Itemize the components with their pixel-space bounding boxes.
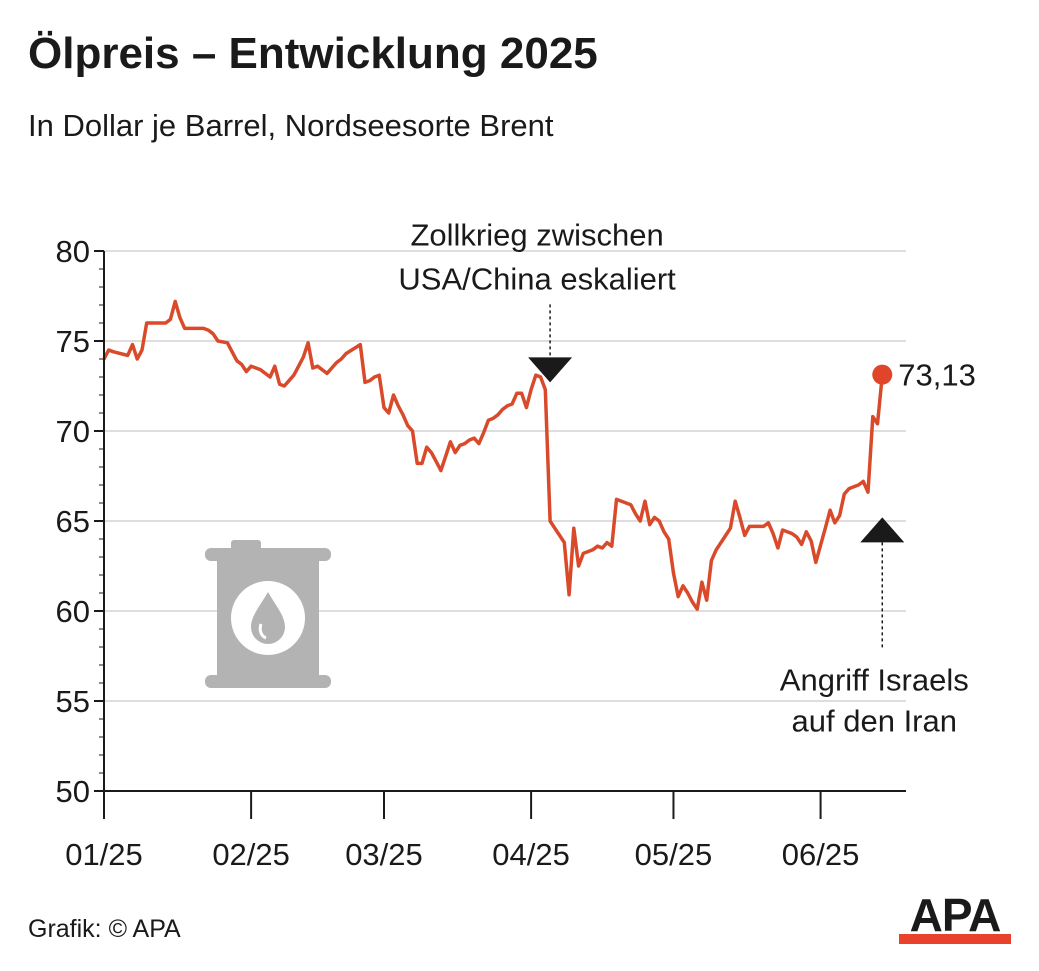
x-tick-label-03/25: 03/25 <box>345 837 423 872</box>
annotation-tariff-war-line-2: USA/China eskaliert <box>398 261 676 296</box>
y-tick-label-55: 55 <box>56 684 90 719</box>
x-tick-label-04/25: 04/25 <box>492 837 570 872</box>
source-credit: Grafik: © APA <box>28 915 181 943</box>
annotation-israel-attack-arrow-icon <box>860 517 905 543</box>
y-tick-label-60: 60 <box>56 594 90 629</box>
end-value-marker <box>872 364 893 385</box>
x-tick-label-06/25: 06/25 <box>782 837 860 872</box>
apa-logo-text: APA <box>909 889 1002 941</box>
x-axis-ticks: 01/25 02/25 03/25 04/25 05/25 06/25 <box>65 791 859 872</box>
annotation-israel-attack-line-1: Angriff Israels <box>780 662 969 697</box>
y-tick-label-70: 70 <box>56 414 90 449</box>
y-tick-label-50: 50 <box>56 774 90 809</box>
annotation-tariff-war-arrow-icon <box>528 357 573 383</box>
annotation-tariff-war: Zollkrieg zwischen USA/China eskaliert <box>398 217 676 383</box>
x-tick-label-05/25: 05/25 <box>635 837 713 872</box>
y-tick-label-75: 75 <box>56 324 90 359</box>
y-tick-label-80: 80 <box>56 234 90 269</box>
grid-lines <box>104 250 906 702</box>
y-axis-ticks: 50 55 60 65 70 75 80 <box>56 234 104 809</box>
annotation-tariff-war-line-1: Zollkrieg zwischen <box>410 217 663 252</box>
x-tick-label-02/25: 02/25 <box>212 837 290 872</box>
end-value-label: 73,13 <box>898 358 976 393</box>
apa-logo: APA <box>899 892 1011 946</box>
annotation-israel-attack-line-2: auf den Iran <box>792 703 957 738</box>
y-tick-label-65: 65 <box>56 504 90 539</box>
price-line <box>102 299 885 611</box>
x-tick-label-01/25: 01/25 <box>65 837 143 872</box>
apa-logo-bar <box>899 934 1011 944</box>
annotation-israel-attack: Angriff Israels auf den Iran <box>780 517 969 738</box>
chart-subtitle: In Dollar je Barrel, Nordseesorte Brent <box>28 108 554 143</box>
chart-title: Ölpreis – Entwicklung 2025 <box>28 29 598 78</box>
oil-barrel-icon <box>205 540 331 688</box>
